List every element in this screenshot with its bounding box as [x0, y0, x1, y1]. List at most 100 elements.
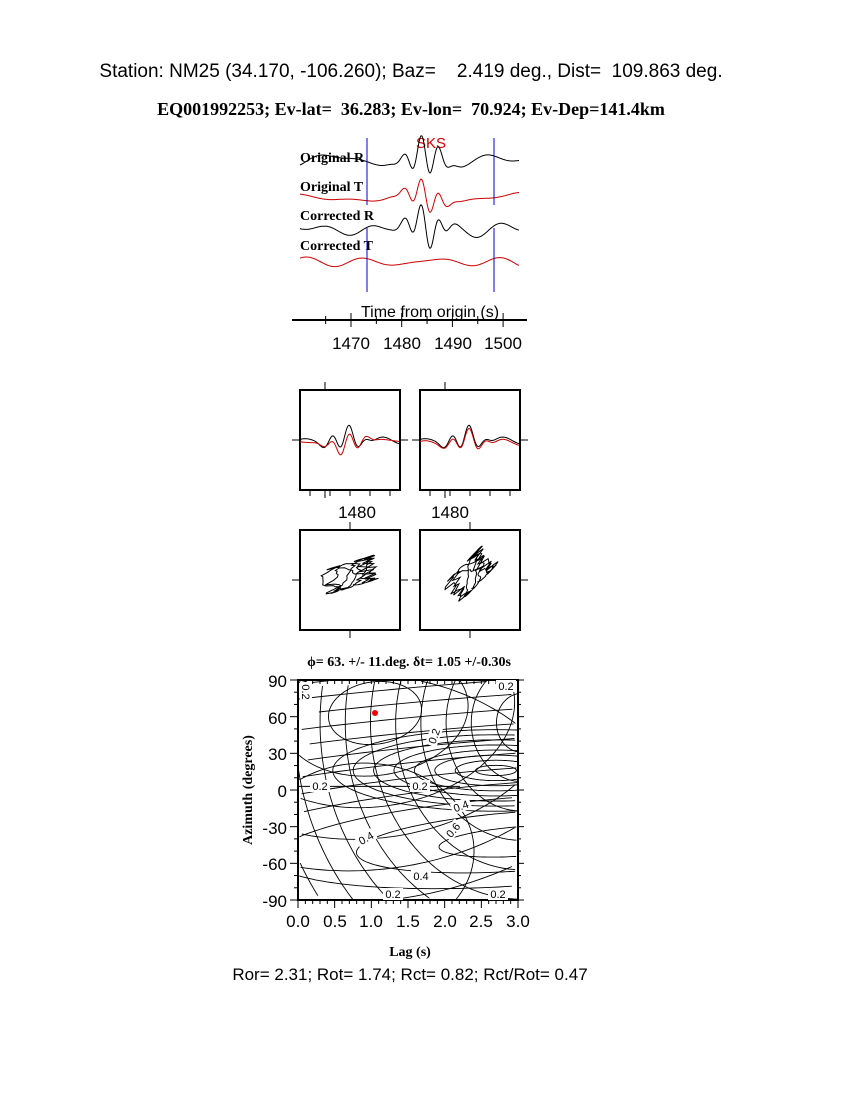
contour-line: [302, 752, 516, 778]
contour-line: [356, 811, 516, 874]
contour-line: [299, 762, 475, 900]
contour-line: [454, 759, 518, 782]
contour-line: [328, 680, 422, 746]
contour-line: [475, 764, 517, 776]
contour-label: 0.2: [312, 781, 327, 793]
contour-label-bg: [424, 724, 444, 748]
contour-label-bg: [410, 780, 430, 792]
particle-motion-panel: [412, 522, 528, 638]
contour-line: [370, 681, 518, 900]
trace-label-corrected-r: Corrected R: [300, 209, 375, 224]
contour-line: [299, 862, 319, 896]
trace-2: [299, 204, 520, 250]
contour-line: [307, 738, 515, 761]
radial-trace: [419, 424, 520, 449]
ytick-0: 0: [278, 782, 287, 801]
contour-label: 0.2: [385, 889, 400, 901]
particle-motion-path: [320, 554, 379, 595]
tick-1500: 1500: [484, 334, 522, 353]
contour-label: 0.2: [490, 889, 505, 901]
contour-line: [318, 694, 512, 713]
xtick-1.0: 1.0: [359, 912, 383, 931]
contour-line: [301, 708, 513, 730]
contour-label-bg: [300, 682, 312, 702]
panel-frame: [299, 529, 401, 631]
trace-label-original-t: Original T: [300, 180, 364, 195]
footer-ratios: Ror= 2.31; Rot= 1.74; Rct= 0.82; Rct/Rot…: [232, 965, 587, 984]
contour-line: [373, 739, 516, 802]
contour-line: [301, 784, 516, 840]
contour-line: [496, 693, 518, 753]
particle-motion-panel: [292, 522, 408, 638]
contour-line: [301, 767, 517, 795]
comparison-left-tick: 1480: [338, 503, 376, 522]
contour-title: ϕ= 63. +/- 11.deg. δt= 1.05 +/-0.30s: [307, 655, 511, 670]
contour-label: 0.2: [498, 681, 513, 693]
station-title: Station: NM25 (34.170, -106.260); Baz= 2…: [99, 61, 722, 82]
contour-label-bg: [488, 888, 508, 900]
xtick-1.5: 1.5: [396, 912, 420, 931]
ytick-90: 90: [268, 672, 287, 691]
xtick-0.0: 0.0: [286, 912, 310, 931]
contour-label-bg: [441, 818, 465, 842]
tick-1480: 1480: [383, 334, 421, 353]
particle-motion-path: [444, 545, 499, 602]
contour-line: [332, 729, 518, 812]
contour-x-tick-labels: 0.0 0.5 1.0 1.5 2.0 2.5 3.0: [286, 912, 530, 931]
contour-label: 0.2: [299, 684, 311, 699]
trace-label-original-r: Original R: [300, 151, 365, 166]
trace-1: [299, 178, 520, 213]
ytick-60: 60: [268, 709, 287, 728]
tick-1490: 1490: [434, 334, 472, 353]
contour-label: 0.4: [452, 799, 470, 816]
ytick-minus90: -90: [262, 892, 287, 911]
contour-line: [309, 723, 514, 745]
contour-frame: [297, 679, 519, 901]
trace-3: [299, 256, 520, 268]
xtick-2.0: 2.0: [433, 912, 457, 931]
event-title: EQ001992253; Ev-lat= 36.283; Ev-lon= 70.…: [157, 99, 665, 119]
time-axis-label: Time from origin (s): [361, 304, 499, 321]
contour-line: [298, 681, 487, 700]
contour-label-bg: [411, 870, 431, 882]
contour-line: [445, 680, 518, 812]
contour-line: [344, 685, 430, 899]
contour-line: [393, 866, 513, 900]
transverse-trace: [419, 427, 520, 450]
time-ticks: [325, 313, 504, 327]
contour-label: 0.2: [427, 727, 444, 745]
comparison-panel: [292, 382, 408, 498]
contour-label: 0.2: [412, 781, 427, 793]
waveform-panel: SKS Original R Original T Corrected R Co…: [292, 135, 527, 353]
radial-trace: [299, 424, 400, 449]
contour-label-bg: [354, 827, 378, 849]
transverse-trace: [299, 433, 400, 456]
contour-line: [319, 685, 388, 898]
traces: [299, 135, 520, 268]
contour-lines: [298, 679, 518, 901]
panel-frame: [419, 529, 521, 631]
contour-value-labels: 0.20.20.20.2 0.20.40.4 0.60.40.2 0.2: [299, 680, 516, 901]
contour-line: [303, 782, 518, 813]
xtick-3.0: 3.0: [506, 912, 530, 931]
contour-line: [393, 744, 518, 797]
contour-label-bg: [310, 780, 330, 792]
comparison-panel: [412, 382, 528, 498]
contour-line: [413, 749, 518, 792]
trace-label-corrected-t: Corrected T: [300, 239, 374, 254]
contour-y-tick-labels: 90 60 30 0 -30 -60 -90: [262, 672, 287, 911]
comparison-panels: [292, 382, 528, 638]
contour-line: [438, 826, 517, 858]
xtick-2.5: 2.5: [469, 912, 493, 931]
contour-line: [298, 679, 469, 777]
contour-line: [470, 679, 518, 782]
best-fit-marker: [372, 710, 378, 716]
ytick-30: 30: [268, 745, 287, 764]
comparison-right-tick: 1480: [431, 503, 469, 522]
xtick-0.5: 0.5: [323, 912, 347, 931]
contour-label: 0.4: [413, 871, 428, 883]
trace-0: [299, 135, 520, 174]
ytick-minus60: -60: [262, 855, 287, 874]
x-axis-label: Lag (s): [389, 945, 431, 960]
